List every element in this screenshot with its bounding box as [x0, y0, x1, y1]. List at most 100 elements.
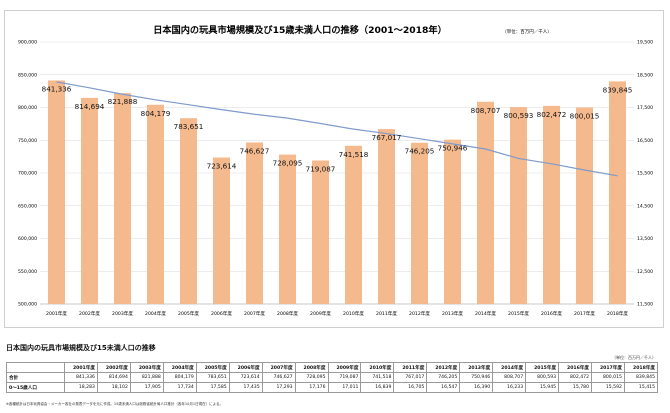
bar-data-label: 841,336: [42, 84, 72, 93]
table-row: 0〜15歳人口 18,283 18,102 17,905 17,734 17,585 17,…: [6, 382, 659, 393]
table-header-cell: 2006年度: [228, 362, 263, 373]
table-cell: 15,945: [525, 382, 560, 393]
table-header-cell: 2014年度: [492, 362, 527, 373]
bar-data-label: 746,205: [405, 147, 435, 156]
x-tick-label: 2013年度: [442, 310, 463, 317]
bar: [345, 145, 362, 304]
bars-layer: [48, 80, 626, 305]
right-tick-label: 15,500: [637, 171, 653, 177]
bar-data-label: 767,017: [372, 133, 402, 142]
table-cell: 17,734: [162, 382, 197, 393]
bar: [510, 107, 527, 304]
bar-data-label: 821,888: [108, 97, 138, 106]
table-header-cell: 2007年度: [261, 362, 296, 373]
footnote: ※各種統計は日本玩具協会・メーカー各社の発表データを元に作成。15歳未満人口は総…: [6, 402, 223, 406]
bar: [543, 105, 560, 305]
table-cell: 746,205: [426, 372, 461, 383]
table-cell: 821,888: [129, 372, 164, 383]
bar-data-label: 723,614: [207, 162, 237, 171]
bar-data-label: 800,593: [504, 111, 534, 120]
x-tick-label: 2005年度: [178, 310, 199, 317]
table-cell: 728,095: [294, 372, 329, 383]
bar-data-label: 839,845: [603, 85, 633, 94]
x-axis: 2001年度 2002年度 2003年度 2004年度 2005年度 2006年度 2007…: [46, 310, 628, 317]
bar-data-label: 741,518: [339, 150, 369, 159]
table-cell: 741,518: [360, 372, 395, 383]
bar-data-label: 750,946: [438, 144, 468, 153]
table-cell: 746,627: [261, 372, 296, 383]
table-header-cell: 2011年度: [393, 362, 428, 373]
table-cell: 17,585: [195, 382, 230, 393]
table-unit: （単位：百万円／千人）: [612, 355, 656, 360]
table-cell: 17,905: [129, 382, 164, 393]
table-header-cell: 2010年度: [360, 362, 395, 373]
bar: [477, 101, 494, 305]
table-cell: 17,435: [228, 382, 263, 393]
table-cell: 839,845: [623, 372, 659, 383]
chart-title: 日本国内の玩具市場規模及び15歳未満人口の推移（2001〜2018年）: [153, 24, 447, 36]
bar: [48, 80, 65, 304]
chart-unit-note: （単位：百万円／千人）: [502, 28, 552, 35]
x-tick-label: 2009年度: [310, 310, 331, 317]
bar-data-label: 808,707: [471, 106, 501, 115]
x-tick-label: 2006年度: [211, 310, 232, 317]
bar-data-label: 719,087: [306, 164, 336, 173]
table-cell: 804,179: [162, 372, 197, 383]
x-tick-label: 2016年度: [541, 310, 562, 317]
bar: [576, 107, 593, 304]
bar-data-label: 804,179: [141, 109, 171, 118]
x-tick-label: 2002年度: [79, 310, 100, 317]
bar: [147, 104, 164, 304]
bar: [114, 93, 131, 304]
x-tick-label: 2001年度: [46, 310, 67, 317]
table-cell: 15,780: [558, 382, 592, 393]
left-tick-label: 900,000: [18, 40, 37, 46]
table-cell: 18,283: [64, 382, 98, 393]
table-cell: 15,415: [623, 382, 659, 393]
right-tick-label: 19,500: [637, 40, 653, 46]
x-tick-label: 2015年度: [508, 310, 529, 317]
table-cell: 18,102: [96, 382, 131, 393]
table-header-cell: 2015年度: [525, 362, 560, 373]
bar: [213, 157, 230, 304]
right-axis: 11,500 12,500 13,500 14,500 15,500 16,500 17,5…: [637, 40, 653, 308]
line-layer: [56, 81, 618, 177]
left-tick-label: 850,000: [18, 72, 37, 78]
grid-layer: [40, 41, 634, 305]
left-axis: 500,000 550,000 600,000 650,000 700,000 750,0…: [18, 40, 37, 308]
table-row-label: 0〜15歳人口: [6, 382, 65, 393]
x-tick-label: 2014年度: [475, 310, 496, 317]
table-corner-cell: [6, 362, 65, 373]
right-tick-label: 12,500: [637, 269, 653, 275]
x-tick-label: 2008年度: [277, 310, 298, 317]
table-cell: 16,839: [360, 382, 395, 393]
table-header-cell: 2001年度: [64, 362, 98, 373]
left-tick-label: 700,000: [18, 171, 37, 177]
right-tick-label: 14,500: [637, 203, 653, 209]
table-header-cell: 2012年度: [426, 362, 461, 373]
table-cell: 17,176: [294, 382, 329, 393]
table-row-label: 合計: [6, 372, 65, 383]
table-header-cell: 2009年度: [327, 362, 362, 373]
table-cell: 15,592: [591, 382, 625, 393]
left-tick-label: 600,000: [18, 236, 37, 242]
table-header-cell: 2004年度: [162, 362, 197, 373]
table-header-cell: 2002年度: [96, 362, 131, 373]
right-tick-label: 11,500: [637, 302, 653, 308]
x-tick-label: 2010年度: [343, 310, 364, 317]
x-tick-label: 2011年度: [376, 310, 397, 317]
table-cell: 814,694: [96, 372, 131, 383]
table-cell: 16,233: [492, 382, 527, 393]
bar-data-label: 800,015: [570, 111, 600, 120]
bar-data-label: 802,472: [537, 110, 567, 119]
chart-svg: 日本国内の玩具市場規模及び15歳未満人口の推移（2001〜2018年） （単位：…: [18, 24, 653, 317]
table-header-cell: 2003年度: [129, 362, 164, 373]
x-tick-label: 2007年度: [244, 310, 265, 317]
left-tick-label: 550,000: [18, 269, 37, 275]
table-header-cell: 2008年度: [294, 362, 329, 373]
table-cell: 808,707: [492, 372, 527, 383]
bar: [180, 118, 197, 305]
bar-data-label: 728,095: [273, 159, 303, 168]
right-tick-label: 16,500: [637, 138, 653, 144]
